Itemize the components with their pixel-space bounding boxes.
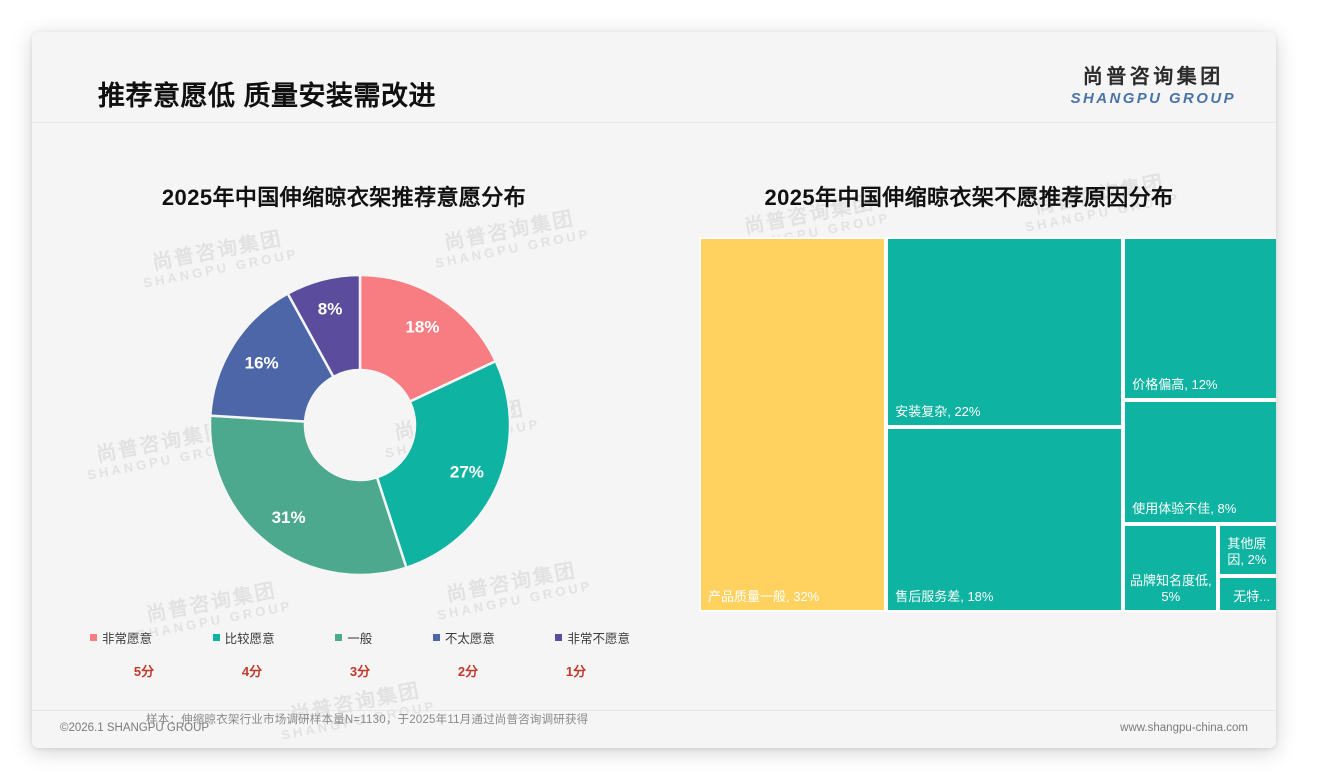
donut-slice[interactable]: [375, 359, 512, 570]
treemap-cell[interactable]: 产品质量一般, 32%: [699, 237, 887, 612]
brand-logo: 尚普咨询集团 SHANGPU GROUP: [1071, 60, 1236, 107]
treemap-cell[interactable]: 品牌知名度低, 5%: [1123, 524, 1219, 612]
legend-label: 非常愿意: [102, 632, 153, 646]
donut-slice[interactable]: [286, 273, 362, 379]
left-chart-title: 2025年中国伸缩晾衣架推荐意愿分布: [161, 185, 527, 210]
donut-slice-label: 16%: [245, 354, 279, 373]
right-chart-title: 2025年中国伸缩晾衣架不愿推荐原因分布: [764, 185, 1174, 210]
logo-text-en: SHANGPU GROUP: [1070, 90, 1236, 107]
treemap-cell-label: 价格偏高, 12%: [1132, 376, 1218, 392]
report-slide: 尚普咨询集团 SHANGPU GROUP 尚普咨询集团 SHANGPU GROUP …: [32, 32, 1276, 748]
legend-swatch-icon: [432, 634, 440, 641]
treemap-cell-label: 产品质量一般, 32%: [708, 588, 820, 604]
panel-reasons: 2025年中国伸缩晾衣架不愿推荐原因分布 产品质量一般, 32% 安装复杂, 22…: [672, 123, 1276, 748]
treemap-chart: 产品质量一般, 32% 安装复杂, 22% 售后服务差, 18% 价格偏高, 12% 使…: [699, 237, 1276, 612]
treemap-cell[interactable]: 售后服务差, 18%: [886, 427, 1124, 612]
footer-website: www.shangpu-china.com: [1120, 722, 1248, 734]
legend-item[interactable]: 非常不愿意: [555, 628, 630, 647]
treemap-cell[interactable]: 无特...: [1218, 575, 1276, 612]
donut-slice[interactable]: [208, 414, 408, 577]
donut-slice-label: 31%: [272, 508, 306, 527]
treemap-cell-label: 售后服务差, 18%: [895, 588, 994, 604]
donut-slice-label: 18%: [405, 318, 439, 337]
score-label: 4分: [241, 664, 263, 679]
treemap-cell-label: 其他原因, 2%: [1227, 536, 1267, 568]
logo-text-cn: 尚普咨询集团: [1082, 66, 1224, 88]
donut-chart: 18% 27% 31% 16% 8%: [160, 240, 560, 610]
legend-swatch-icon: [555, 634, 563, 641]
treemap-cell-label: 无特...: [1233, 588, 1271, 604]
donut-legend: 非常愿意 比较愿意 一般 不太愿意 非常不愿意: [90, 628, 630, 647]
legend-item[interactable]: 非常愿意: [90, 628, 152, 647]
treemap-cell-label: 安装复杂, 22%: [895, 403, 981, 419]
sample-footnote: 样本：伸缩晾衣架行业市场调研样本量N=1130，于2025年11月通过尚普咨询调…: [146, 714, 589, 726]
donut-slice[interactable]: [358, 273, 498, 404]
score-label: 3分: [349, 664, 371, 679]
slide-footer: ©2026.1 SHANGPU GROUP www.shangpu-china.…: [32, 710, 1276, 748]
treemap-cell[interactable]: 使用体验不佳, 8%: [1123, 399, 1276, 525]
score-row: 5分 4分 3分 2分 1分: [90, 661, 630, 680]
legend-swatch-icon: [335, 634, 343, 641]
page-title: 推荐意愿低 质量安装需改进: [98, 81, 437, 111]
score-label: 1分: [565, 664, 587, 679]
donut-slice-label: 8%: [318, 299, 343, 318]
treemap-cell[interactable]: 安装复杂, 22%: [886, 237, 1124, 428]
legend-swatch-icon: [212, 634, 220, 641]
donut-slice[interactable]: [208, 291, 336, 423]
treemap-cell-label: 品牌知名度低, 5%: [1129, 572, 1212, 604]
donut-slice-label: 27%: [450, 462, 484, 481]
treemap-cell[interactable]: 其他原因, 2%: [1218, 524, 1276, 576]
slide-body: 2025年中国伸缩晾衣架推荐意愿分布 18% 27% 31% 16% 8% 非常愿意 比较…: [32, 123, 1276, 748]
treemap-cell-label: 使用体验不佳, 8%: [1132, 501, 1237, 516]
score-label: 5分: [133, 664, 155, 679]
slide-header: 推荐意愿低 质量安装需改进 尚普咨询集团 SHANGPU GROUP: [32, 32, 1276, 123]
legend-swatch-icon: [90, 634, 97, 641]
score-label: 2分: [457, 664, 479, 679]
legend-label: 比较愿意: [224, 632, 275, 646]
panel-recommendation-willingness: 2025年中国伸缩晾衣架推荐意愿分布 18% 27% 31% 16% 8% 非常愿意 比较…: [68, 123, 668, 748]
legend-label: 不太愿意: [444, 632, 495, 646]
footer-copyright: ©2026.1 SHANGPU GROUP: [60, 722, 210, 734]
legend-label: 非常不愿意: [567, 632, 630, 646]
donut-svg: 18% 27% 31% 16% 8%: [208, 273, 512, 577]
legend-label: 一般: [347, 632, 373, 646]
treemap-cell[interactable]: 价格偏高, 12%: [1123, 237, 1276, 400]
legend-item[interactable]: 一般: [335, 628, 372, 647]
legend-item[interactable]: 比较愿意: [212, 628, 275, 647]
legend-item[interactable]: 不太愿意: [432, 628, 495, 647]
